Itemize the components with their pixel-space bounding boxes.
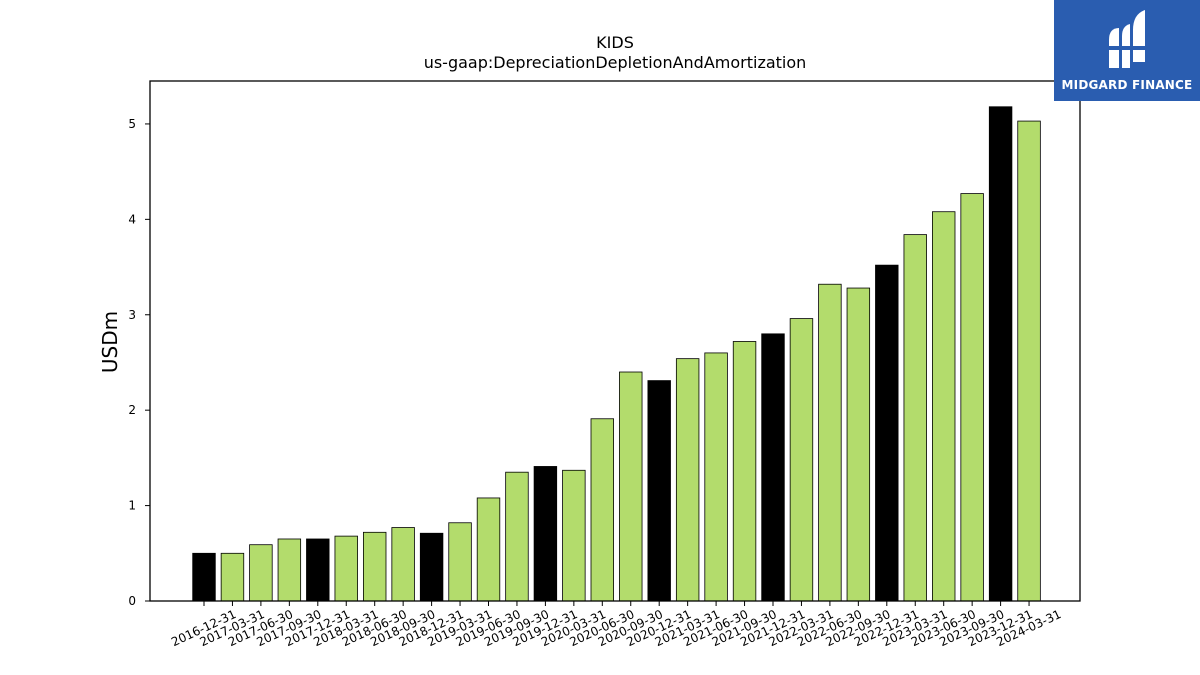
logo-text: MIDGARD FINANCE [1061, 78, 1193, 92]
bar-2017-03-31 [220, 552, 245, 602]
bar-2020-06-30 [590, 418, 615, 602]
plot-frame [149, 80, 1081, 602]
bar-2020-12-31 [647, 380, 671, 602]
bar-2023-09-30 [960, 193, 984, 602]
bar-2021-12-31 [761, 333, 785, 602]
bar-2018-12-31 [419, 532, 444, 602]
y-tick-label: 2 [128, 403, 136, 417]
bar-2018-03-31 [334, 535, 358, 602]
bar-2021-09-30 [732, 341, 757, 602]
logo-icon [1107, 10, 1147, 68]
x-axis-ticks: 2016-12-312017-03-312017-06-302017-09-30… [169, 601, 1063, 649]
bar-2023-03-31 [903, 234, 927, 602]
bar-2017-12-31 [306, 538, 330, 602]
y-tick-label: 0 [128, 594, 136, 608]
bar-2020-09-30 [619, 371, 643, 602]
bar-2022-12-31 [875, 264, 899, 602]
bar-2019-06-30 [476, 497, 501, 602]
bar-2024-03-31 [1017, 120, 1041, 602]
bar-2018-06-30 [362, 531, 387, 602]
bar-2021-03-31 [675, 358, 700, 602]
y-axis-label: USDm [98, 311, 122, 373]
bar-2023-06-30 [932, 211, 956, 602]
bar-2022-09-30 [846, 287, 871, 602]
bar-2017-09-30 [277, 538, 302, 602]
midgard-finance-logo: MIDGARD FINANCE [1054, 0, 1200, 101]
y-tick-label: 3 [128, 308, 136, 322]
chart-subtitle: us-gaap:DepreciationDepletionAndAmortiza… [424, 53, 807, 72]
bar-2017-06-30 [249, 544, 273, 602]
y-axis-ticks: 0 1 2 3 4 5 [128, 117, 150, 608]
bar-2022-06-30 [818, 283, 842, 602]
chart-title: KIDS [596, 33, 634, 52]
bar-2021-06-30 [704, 352, 728, 602]
bar-2019-03-31 [448, 522, 472, 602]
y-tick-label: 5 [128, 117, 136, 131]
y-tick-label: 4 [128, 212, 136, 226]
bar-2016-12-31 [192, 552, 216, 602]
bar-2019-09-30 [505, 471, 529, 602]
bars-group [192, 106, 1041, 602]
bar-2022-03-31 [789, 318, 814, 602]
bar-2018-09-30 [391, 527, 415, 602]
y-tick-label: 1 [128, 499, 136, 513]
bar-2020-03-31 [562, 469, 586, 602]
bar-2023-12-31 [988, 106, 1013, 602]
bar-2019-12-31 [533, 466, 558, 602]
